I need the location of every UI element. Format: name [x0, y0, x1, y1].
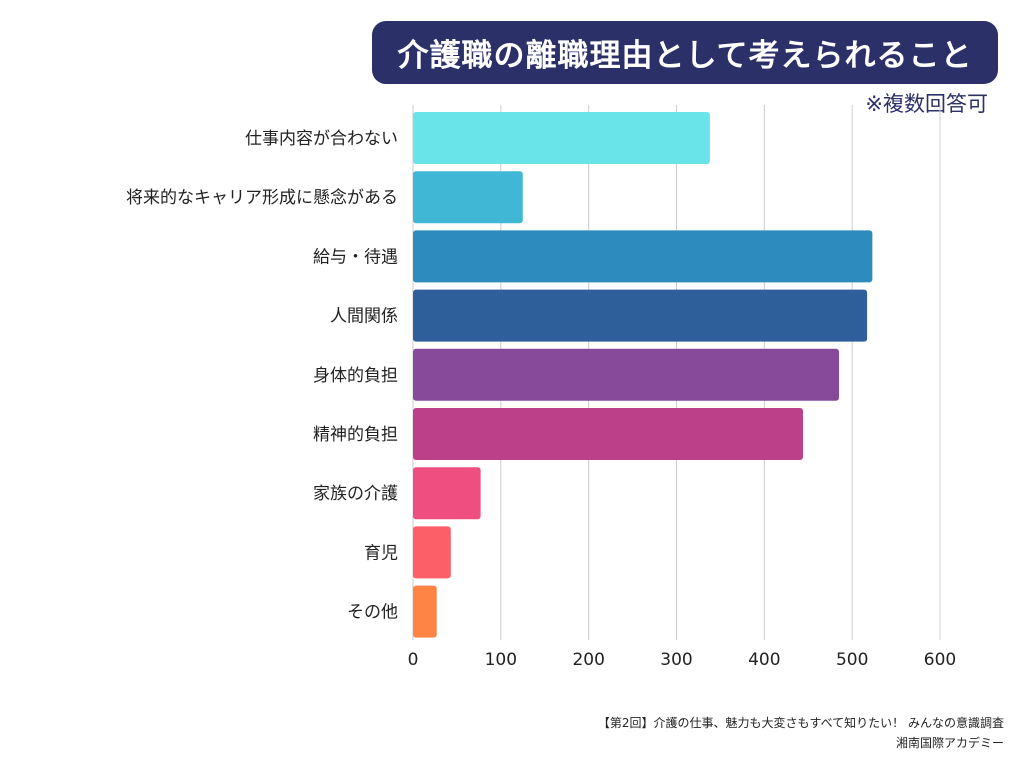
- category-label: 人間関係: [330, 307, 398, 327]
- source-credit: 【第2回】介護の仕事、魅力も大変さもすべて知りたい！ みんなの意識調査 湘南国際…: [598, 713, 1004, 753]
- category-label: 育児: [364, 543, 398, 563]
- x-tick-label: 100: [485, 650, 517, 670]
- x-tick-label: 500: [836, 650, 868, 670]
- x-tick-label: 200: [572, 650, 604, 670]
- bar: [413, 171, 523, 224]
- category-label: 精神的負担: [313, 425, 398, 445]
- chart-title: 介護職の離職理由として考えられること: [372, 21, 998, 84]
- category-label: 仕事内容が合わない: [245, 129, 398, 149]
- category-label: 身体的負担: [313, 366, 398, 386]
- x-tick-label: 300: [660, 650, 692, 670]
- category-label: その他: [347, 603, 398, 623]
- bar: [413, 230, 873, 283]
- bar-chart: 仕事内容が合わない将来的なキャリア形成に懸念がある給与・待遇人間関係身体的負担精…: [126, 105, 957, 670]
- source-line-1: 【第2回】介護の仕事、魅力も大変さもすべて知りたい！ みんなの意識調査: [597, 716, 1004, 730]
- bar: [413, 112, 710, 164]
- source-line-2: 湘南国際アカデミー: [895, 736, 1004, 750]
- category-label: 将来的なキャリア形成に懸念がある: [126, 187, 398, 208]
- category-labels: 仕事内容が合わない将来的なキャリア形成に懸念がある給与・待遇人間関係身体的負担精…: [126, 129, 398, 623]
- multiple-answer-note: ※複数回答可: [865, 92, 988, 116]
- x-tick-label: 400: [748, 650, 780, 670]
- bar: [413, 585, 437, 638]
- x-tick-labels: 0 100 200 300 400 500 600: [408, 650, 957, 670]
- bar: [413, 408, 803, 460]
- bar: [413, 526, 451, 579]
- x-tick-label: 0: [408, 650, 419, 670]
- category-label: 家族の介護: [313, 484, 398, 504]
- x-tick-label: 600: [924, 650, 956, 670]
- category-label: 給与・待遇: [313, 247, 398, 267]
- bar: [413, 289, 868, 342]
- bar: [413, 348, 839, 401]
- bar: [413, 467, 481, 520]
- bars: [413, 112, 873, 638]
